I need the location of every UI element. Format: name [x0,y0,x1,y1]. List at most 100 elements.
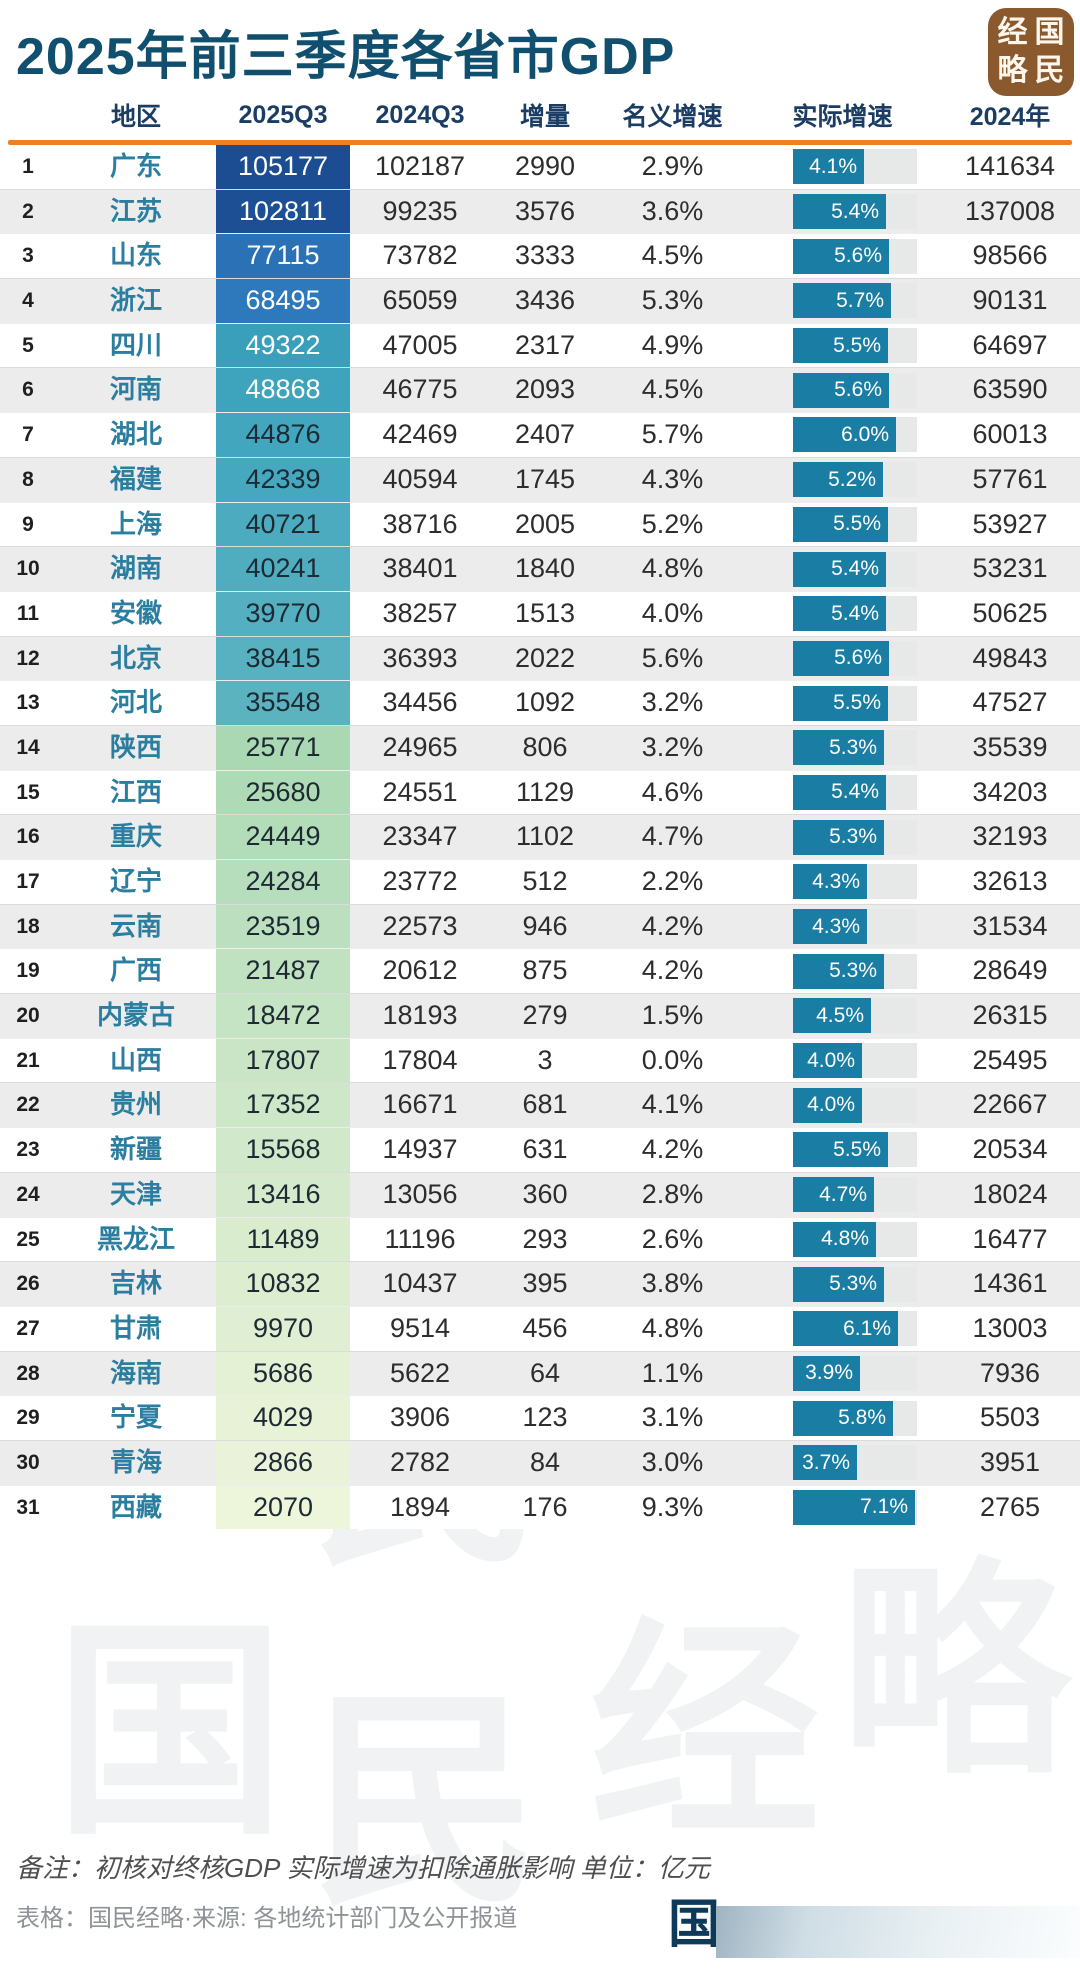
real-growth-cell: 5.6% [745,637,940,681]
gdp-2024-value: 3951 [979,1446,1041,1477]
table-row: 5 四川 49322 47005 2317 4.9% 5.5% 64697 [0,322,1080,368]
gdp-delta-value: 875 [522,955,568,986]
gdp-delta-value: 2990 [514,151,576,181]
real-growth-cell: 5.2% [745,458,940,502]
real-growth-cell: 5.6% [745,234,940,278]
region-name: 广东 [109,151,162,181]
real-growth-bar: 5.3% [793,730,884,766]
rank-number: 21 [16,1048,40,1072]
region-name: 北京 [109,642,162,673]
region-name: 山东 [109,240,162,271]
nominal-growth-value: 4.9% [641,329,704,360]
nominal-growth-value: 2.9% [641,151,704,181]
gdp-2024-value: 50625 [972,597,1048,628]
nominal-growth-value: 5.7% [641,419,704,450]
gdp-delta-value: 1840 [514,553,576,584]
gdp-2024q3-value: 102187 [374,151,466,181]
real-growth-cell: 5.3% [745,726,940,770]
nominal-growth-value: 1.5% [641,1000,704,1031]
gdp-2025q3-cell: 17807 [216,1038,350,1083]
gdp-2025q3-cell: 77115 [216,234,350,279]
real-growth-bar: 4.0% [793,1087,862,1123]
gdp-2024q3-value: 1894 [389,1491,451,1522]
gdp-2024-value: 98566 [972,240,1048,271]
real-growth-cell: 4.5% [745,994,940,1038]
rank-number: 24 [16,1182,40,1206]
table-row: 21 山西 17807 17804 3 0.0% 4.0% 25495 [0,1037,1080,1083]
nominal-growth-value: 5.6% [641,642,704,673]
real-growth-cell: 4.3% [745,860,940,904]
real-growth-track: 4.0% [793,1087,917,1123]
nominal-growth-value: 3.2% [641,731,704,762]
gdp-2025q3-cell: 15568 [216,1128,350,1172]
region-name: 浙江 [109,285,162,316]
region-name: 海南 [109,1357,162,1388]
gdp-2024q3-value: 22573 [382,910,458,941]
gdp-2024q3-value: 46775 [382,374,458,405]
real-growth-track: 5.6% [793,372,917,408]
region-name: 重庆 [109,821,162,852]
region-name: 广西 [109,955,162,986]
gdp-delta-value: 512 [522,866,568,896]
real-growth-bar: 3.7% [793,1445,857,1481]
gdp-2024-value: 7936 [979,1357,1041,1388]
gdp-2024q3-value: 14937 [382,1134,458,1165]
gdp-2025q3-cell: 11489 [216,1217,350,1262]
region-name: 四川 [109,329,162,360]
brand-logo-char: 国 [1034,16,1065,49]
gdp-2024q3-value: 24965 [382,731,458,762]
brand-logo: 经 国 略 民 [988,8,1074,96]
region-name: 湖南 [109,553,162,584]
gdp-2024-value: 26315 [972,1000,1048,1031]
gdp-2024-value: 49843 [972,642,1048,673]
nominal-growth-value: 4.2% [641,1134,704,1165]
nominal-growth-value: 2.8% [641,1178,704,1209]
gdp-2024q3-value: 65059 [382,285,458,316]
gdp-2024-value: 64697 [972,329,1048,360]
real-growth-track: 5.7% [793,283,917,319]
gdp-2025q3-cell: 4029 [216,1396,350,1440]
gdp-2025q3-cell: 105177 [216,145,350,189]
gdp-2024-value: 28649 [972,955,1048,986]
gdp-delta-value: 3 [537,1044,553,1075]
gdp-2025q3-cell: 49322 [216,323,350,368]
table-row: 9 上海 40721 38716 2005 5.2% 5.5% 53927 [0,501,1080,547]
real-growth-track: 5.5% [793,506,917,542]
gdp-2025q3-cell: 68495 [216,279,350,323]
header-2024: 2024年 [969,103,1051,131]
nominal-growth-value: 4.2% [641,955,704,986]
nominal-growth-value: 2.2% [641,866,704,896]
gdp-2024-value: 35539 [972,731,1048,762]
nominal-growth-value: 4.6% [641,776,704,807]
brand-logo-char: 略 [997,54,1028,87]
gdp-2024-value: 2765 [979,1491,1041,1522]
gdp-2024-value: 60013 [972,419,1048,450]
gdp-2024q3-value: 3906 [389,1402,451,1433]
rank-number: 3 [22,244,34,268]
real-growth-cell: 4.8% [745,1218,940,1262]
real-growth-track: 5.5% [793,685,917,721]
gdp-2024q3-value: 99235 [382,195,458,226]
rank-number: 8 [22,467,34,491]
real-growth-track: 4.8% [793,1221,917,1257]
table-row: 3 山东 77115 73782 3333 4.5% 5.6% 98566 [0,233,1080,279]
gdp-2025q3-cell: 13416 [216,1172,350,1217]
region-name: 天津 [109,1178,162,1209]
real-growth-track: 4.3% [793,909,917,945]
region-name: 吉林 [109,1268,162,1299]
page-title: 2025年前三季度各省市GDP [16,28,676,86]
nominal-growth-value: 3.6% [641,195,704,226]
gdp-2025q3-cell: 23519 [216,904,350,949]
gdp-2024q3-value: 38716 [382,508,458,539]
gdp-2025q3-cell: 2866 [216,1440,350,1485]
real-growth-track: 5.2% [793,462,917,498]
gdp-2024q3-value: 16671 [382,1089,458,1120]
real-growth-track: 4.1% [793,149,917,185]
region-name: 福建 [109,463,162,494]
real-growth-track: 5.6% [793,238,917,274]
watermark-glyph: 略 [840,1547,1071,1802]
region-name: 宁夏 [109,1402,162,1433]
region-name: 上海 [109,508,162,539]
table-row: 26 吉林 10832 10437 395 3.8% 5.3% 14361 [0,1261,1080,1306]
gdp-2024q3-value: 17804 [382,1044,458,1075]
